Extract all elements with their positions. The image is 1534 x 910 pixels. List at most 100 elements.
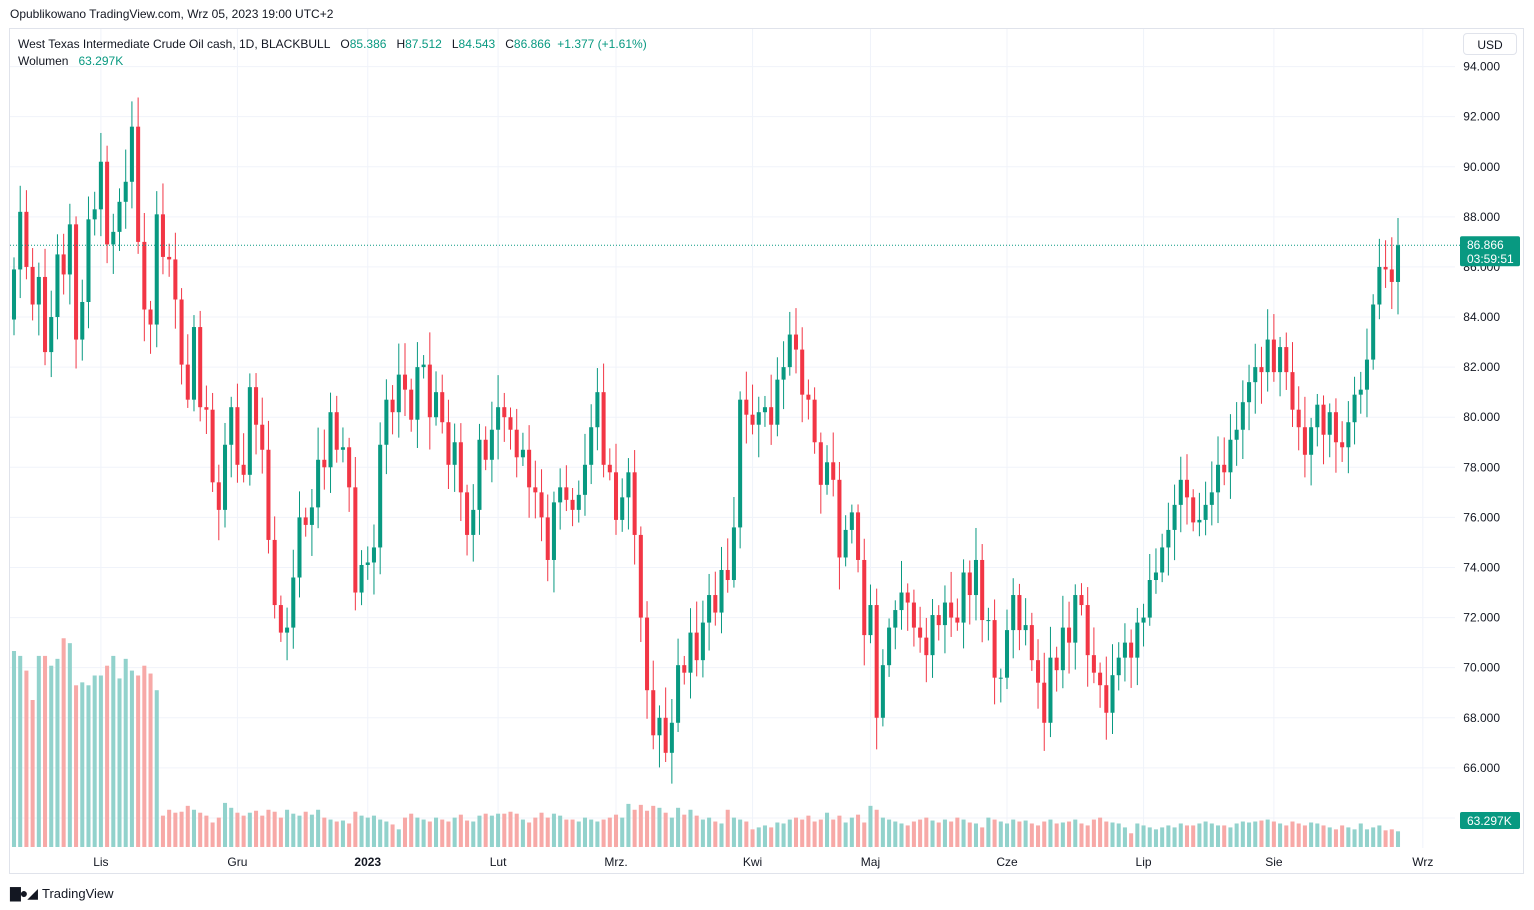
last-price-label: 86.866: [1467, 238, 1504, 252]
volume-bar: [1104, 821, 1109, 847]
candle: [1172, 484, 1177, 561]
candle-body: [303, 517, 308, 525]
candle-body: [1290, 372, 1295, 410]
price-tick-label: 78.000: [1463, 460, 1500, 474]
volume-bar: [669, 817, 674, 847]
price-tick-label: 72.000: [1463, 611, 1500, 625]
high-label: H: [396, 37, 406, 51]
candle-body: [86, 219, 91, 302]
volume-bar: [582, 817, 587, 847]
candle: [533, 460, 538, 519]
candle: [11, 257, 17, 336]
volume-bar: [750, 829, 755, 847]
volume-bar: [235, 812, 240, 847]
candle: [601, 363, 606, 478]
candle-body: [793, 334, 799, 350]
price-axis[interactable]: 94.00092.00090.00088.00086.00084.00082.0…: [1463, 60, 1500, 825]
volume-bar: [92, 675, 97, 847]
price-tick-label: 66.000: [1463, 761, 1500, 775]
candle-body: [738, 399, 743, 528]
candle: [1036, 639, 1041, 709]
price-tick-label: 70.000: [1463, 661, 1500, 675]
time-axis[interactable]: Lis Gru 2023 Lut Mrz. Kwi Maj Cze Lip Sie Wrz: [93, 855, 1433, 869]
candle: [924, 617, 929, 683]
time-tick-label: Lut: [490, 855, 507, 869]
candle-body: [496, 407, 501, 430]
volume-bar: [285, 809, 290, 847]
volume-bar: [1340, 825, 1345, 847]
candle: [1042, 652, 1047, 751]
candle-body: [924, 637, 929, 656]
volume-bar: [1048, 819, 1053, 847]
candle-body: [1073, 595, 1078, 643]
candle-body: [1259, 367, 1264, 373]
volume-bar: [1296, 823, 1301, 847]
candle-body: [1358, 389, 1363, 395]
volume-bar: [129, 670, 134, 847]
candle: [136, 97, 141, 254]
volume-bar: [347, 823, 352, 847]
candle-body: [1029, 625, 1034, 661]
volume-bar: [558, 815, 563, 847]
volume-bar: [955, 817, 960, 847]
volume-bar: [1110, 822, 1115, 847]
volume-bar: [1067, 821, 1072, 847]
candle-body: [1098, 672, 1103, 686]
candle-body: [235, 407, 240, 465]
candle: [967, 560, 972, 625]
candle-body: [613, 472, 619, 520]
candle-body: [868, 605, 873, 636]
candle-body: [1371, 304, 1376, 360]
candle: [1098, 662, 1103, 708]
volume-bar: [545, 817, 550, 847]
candle: [558, 468, 563, 530]
candle: [1023, 598, 1028, 646]
candle: [247, 373, 252, 486]
volume-bar: [775, 822, 780, 847]
candle-body: [818, 442, 823, 485]
candle-body: [1352, 394, 1357, 423]
candle-body: [427, 364, 432, 418]
candle: [1247, 364, 1252, 431]
candle-body: [725, 569, 730, 581]
candle-body: [43, 276, 48, 353]
volume-bar: [142, 665, 147, 847]
candle: [731, 496, 736, 588]
candle: [806, 379, 811, 420]
volume-bar: [769, 827, 774, 847]
candle-body: [1265, 339, 1270, 373]
candle: [812, 387, 817, 454]
candle: [1147, 554, 1152, 626]
volume-bar: [55, 658, 60, 847]
candle-body: [446, 422, 451, 465]
candle-body: [955, 617, 960, 623]
candle: [980, 544, 985, 643]
volume-bar: [260, 815, 265, 847]
volume-bar: [241, 815, 246, 847]
volume-bar: [632, 809, 637, 847]
candle: [415, 342, 420, 449]
tradingview-logo-icon: ▇●◢: [10, 885, 38, 901]
candle-body: [67, 224, 72, 275]
candle-body: [676, 665, 681, 723]
volume-bar: [942, 819, 947, 847]
candle: [1060, 595, 1065, 689]
candle: [191, 315, 196, 412]
candle-body: [216, 482, 221, 510]
candle-body: [558, 487, 563, 503]
candle: [1346, 401, 1351, 474]
currency-button[interactable]: USD: [1463, 33, 1517, 55]
candle: [1358, 371, 1363, 414]
volume-bar: [1371, 827, 1376, 847]
volume-bar: [80, 682, 85, 847]
candle-body: [160, 214, 165, 257]
candle: [520, 432, 525, 466]
candle: [589, 404, 594, 485]
candle: [1110, 644, 1115, 735]
candle: [775, 357, 780, 437]
candle: [719, 546, 724, 634]
candle: [229, 396, 234, 478]
volume-bar: [539, 812, 544, 847]
candle: [843, 515, 848, 567]
